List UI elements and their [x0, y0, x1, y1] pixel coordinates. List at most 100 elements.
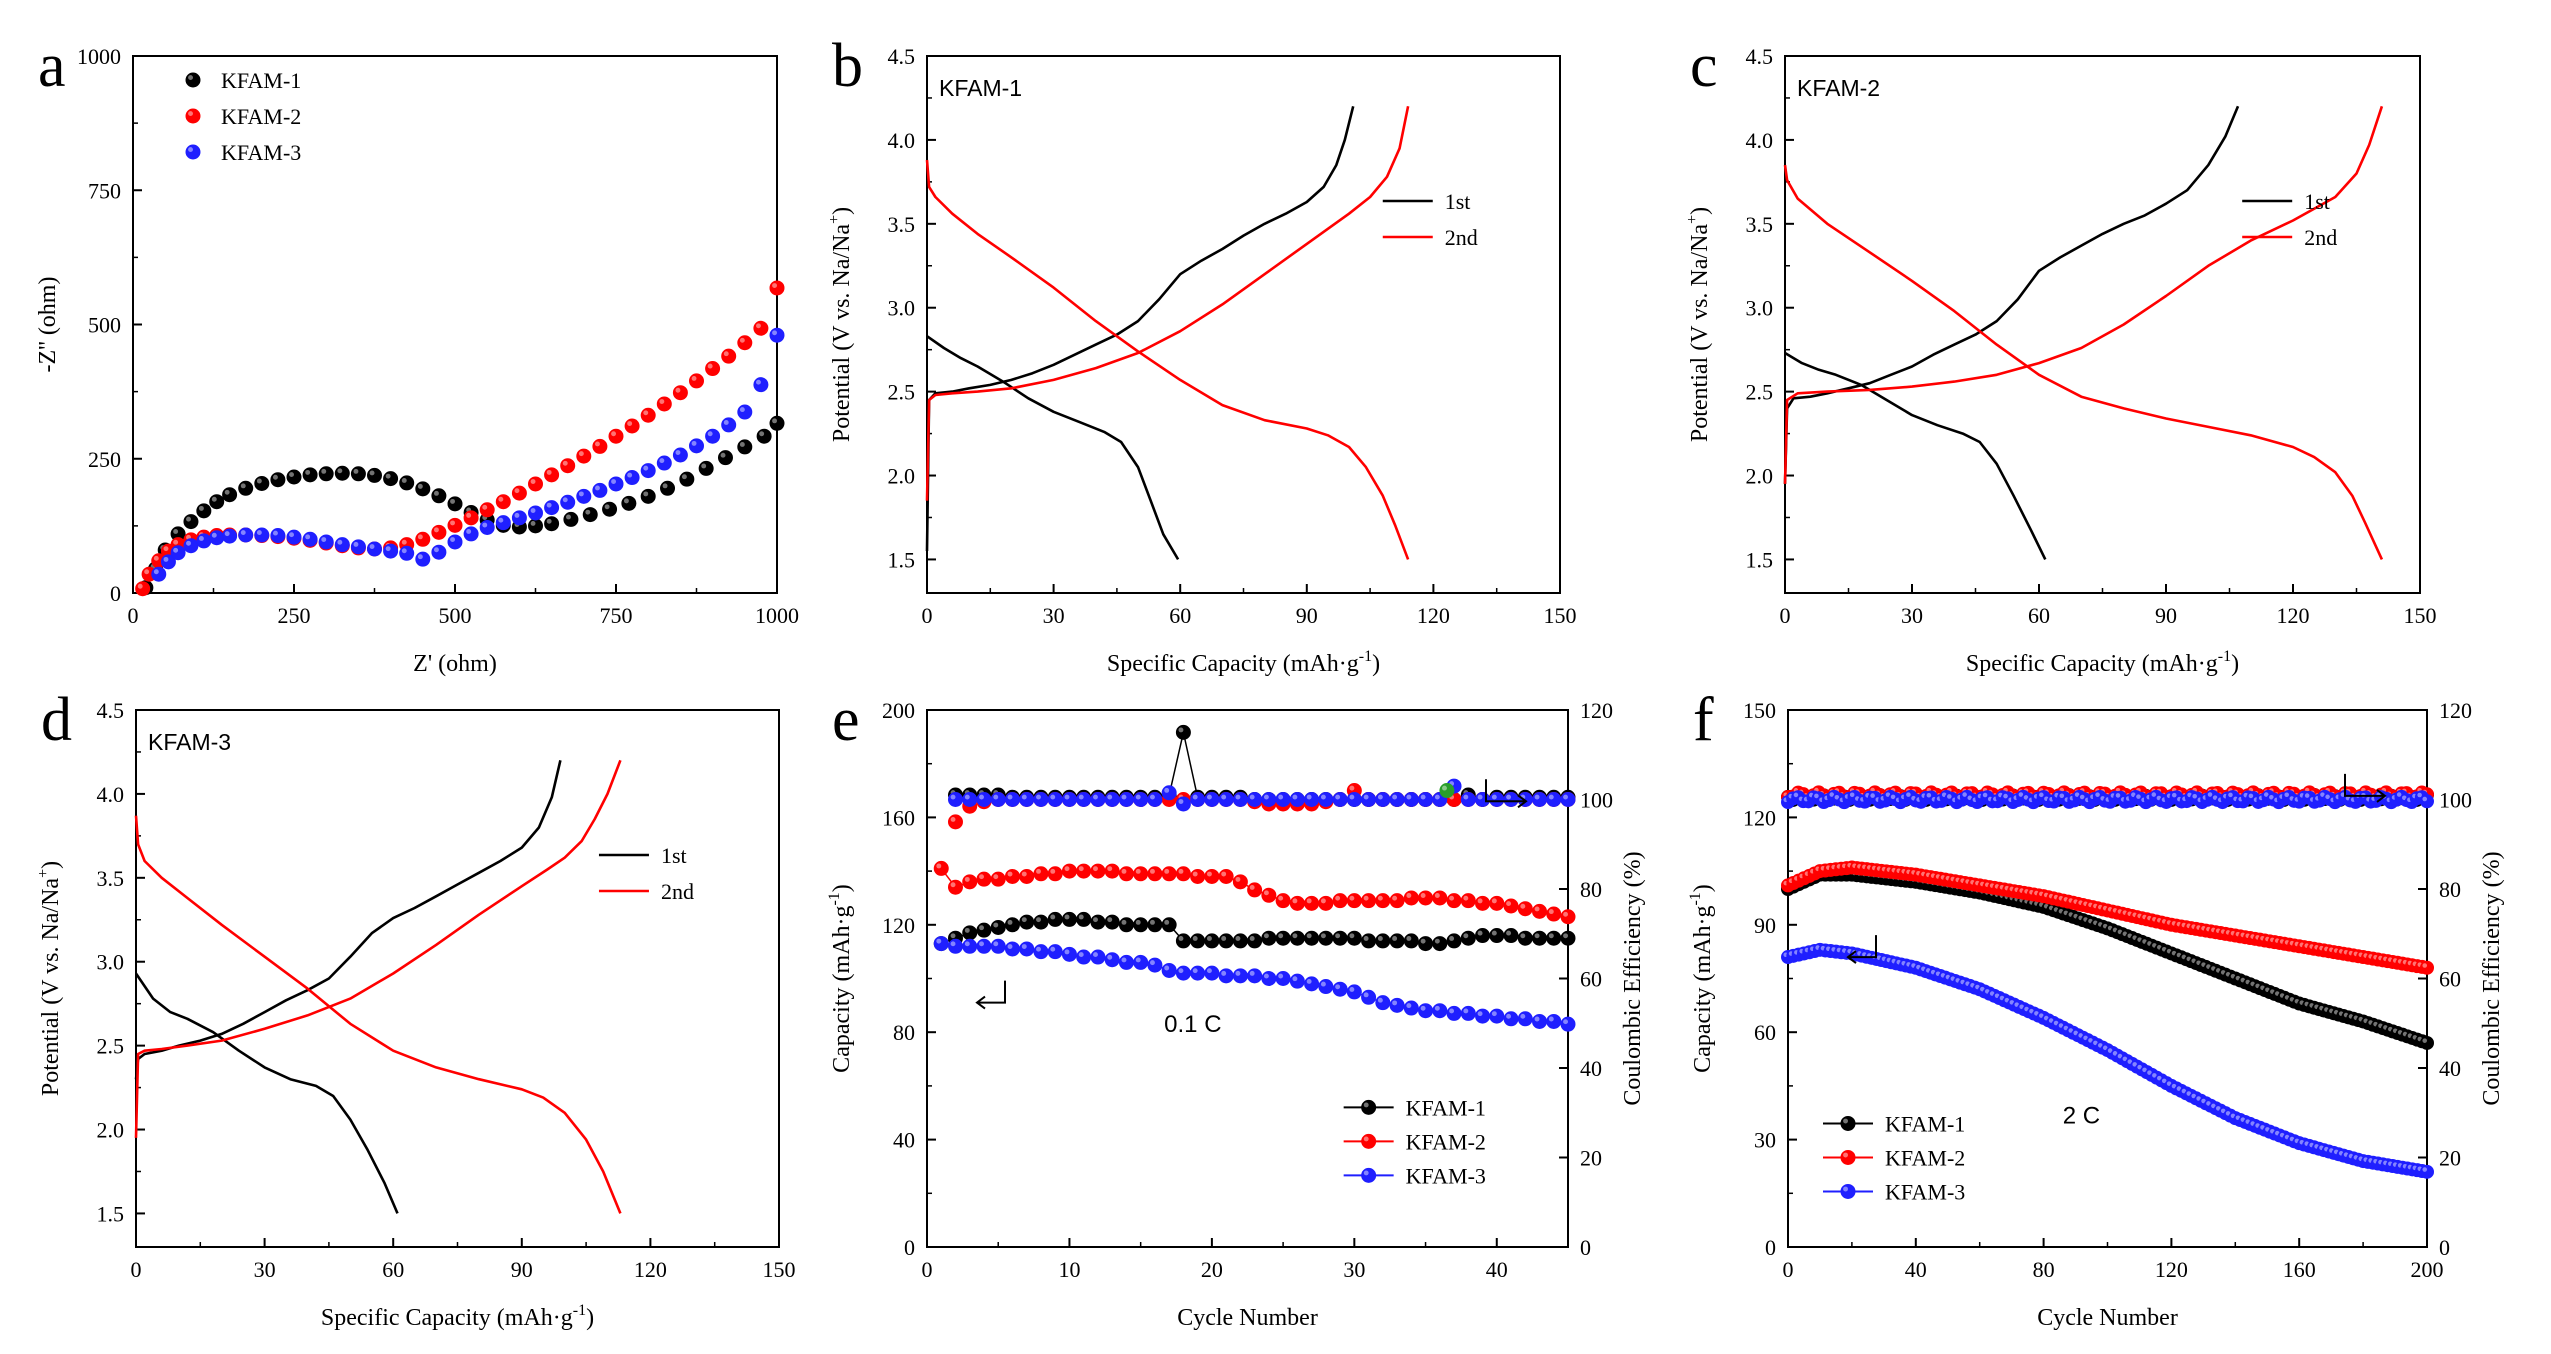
data-point-KFAM-3: [238, 527, 254, 543]
data-point-KFAM-2-CE: [947, 814, 963, 830]
data-point-KFAM-3-highlight: [1363, 992, 1369, 998]
data-point-KFAM-1-highlight: [1292, 933, 1298, 939]
data-point-KFAM-3: [592, 482, 608, 498]
data-point-KFAM-3-CE-highlight: [1814, 793, 1819, 799]
data-point-KFAM-2: [672, 385, 688, 401]
data-point-KFAM-1-highlight: [1349, 933, 1355, 939]
x-tick-label-b: 150: [1544, 603, 1577, 628]
x-tick-label-a: 0: [128, 603, 139, 628]
data-point-KFAM-3: [1133, 954, 1149, 970]
data-point-KFAM-2-highlight: [1206, 871, 1212, 877]
data-point-KFAM-1-highlight: [1548, 933, 1554, 939]
data-point-KFAM-3: [286, 529, 302, 545]
data-point-KFAM-1-highlight: [739, 442, 745, 447]
data-point-KFAM-2-highlight: [1064, 866, 1070, 872]
data-point-KFAM-2-CE-highlight: [1349, 785, 1355, 791]
data-point-KFAM-2-highlight: [1050, 868, 1056, 874]
data-point-KFAM-3-highlight: [514, 512, 520, 518]
data-point-KFAM-1-highlight: [450, 498, 455, 504]
data-point-KFAM-3-highlight: [1249, 970, 1255, 976]
series-line-1st-discharge: [926, 335, 1180, 561]
data-point-KFAM-3: [270, 528, 286, 544]
x-axis-label-sup: -1: [1359, 648, 1372, 665]
data-point-KFAM-3: [947, 938, 963, 954]
x-axis-label-text: Specific Capacity (mAh·g: [321, 1305, 573, 1331]
data-point-KFAM-3: [1204, 965, 1220, 981]
data-point-KFAM-1: [415, 481, 431, 497]
x-tick-label-b: 90: [1296, 603, 1318, 628]
data-point-KFAM-3-highlight: [482, 522, 488, 528]
data-point-KFAM-3-CE-highlight: [1278, 794, 1284, 800]
data-point-KFAM-3: [1517, 1011, 1533, 1027]
legend-marker-KFAM-2-highlight: [1363, 1136, 1369, 1142]
data-point-KFAM-2-highlight: [611, 431, 616, 437]
y-tick-label-a: 1000: [77, 44, 121, 69]
data-point-KFAM-3-CE: [976, 792, 992, 807]
x-axis-label-end: ): [1372, 651, 1380, 677]
x-tick-label-b: 30: [1043, 603, 1065, 628]
data-point-KFAM-3-highlight: [2093, 1040, 2098, 1046]
data-point-KFAM-1-highlight: [1050, 914, 1056, 920]
data-point-KFAM-3-highlight: [1064, 949, 1070, 955]
x-axis-label-e: Cycle Number: [1177, 1305, 1318, 1331]
data-point-KFAM-1-highlight: [1064, 914, 1070, 920]
data-point-KFAM-3-CE-highlight: [2171, 792, 2177, 798]
legend-label-2nd: 2nd: [1445, 225, 1478, 250]
left-axis-arrow-icon: [1846, 935, 1877, 964]
data-point-KFAM-3-highlight: [256, 530, 262, 536]
y-tick-label-e: 40: [893, 1128, 915, 1153]
data-point-KFAM-1-highlight: [224, 489, 230, 495]
data-point-KFAM-1-highlight: [643, 491, 649, 497]
data-point-KFAM-2-highlight: [1335, 895, 1341, 901]
data-point-KFAM-3-highlight: [1406, 1003, 1412, 1009]
y-axis-label-end: ): [1687, 207, 1713, 215]
legend-label-KFAM-1: KFAM-1: [1885, 1111, 1965, 1136]
data-point-KFAM-3-highlight: [936, 938, 942, 944]
data-point-KFAM-1-highlight: [305, 469, 311, 475]
data-point-KFAM-3-highlight: [1506, 1013, 1512, 1019]
data-point-KFAM-2-highlight: [1506, 901, 1512, 907]
data-point-KFAM-1: [962, 925, 978, 941]
data-point-KFAM-3-highlight: [1563, 1019, 1569, 1025]
data-point-KFAM-1: [367, 467, 382, 483]
data-point-KFAM-2-highlight: [979, 874, 984, 880]
legend-marker-KFAM-3-highlight: [1843, 1186, 1849, 1192]
data-point-KFAM-1: [1546, 930, 1562, 946]
panel-f: 0 40 80 120 160 20003060901201500204060801001…: [1687, 686, 2505, 1331]
data-point-KFAM-3: [721, 417, 737, 433]
data-point-KFAM-3-highlight: [1235, 970, 1241, 976]
data-point-KFAM-2: [1261, 887, 1277, 903]
data-point-KFAM-3: [1118, 954, 1134, 970]
data-point-KFAM-3-highlight: [2117, 1053, 2123, 1059]
data-point-KFAM-2-highlight: [163, 546, 169, 552]
data-point-KFAM-2-highlight: [1221, 871, 1227, 877]
data-point-KFAM-2-highlight: [1178, 868, 1184, 874]
data-point-KFAM-1: [1061, 911, 1077, 927]
data-point-KFAM-3-CE-highlight: [1192, 794, 1198, 800]
data-point-KFAM-3-highlight: [2137, 1064, 2142, 1070]
data-point-KFAM-3-highlight: [1206, 968, 1212, 974]
data-point-KFAM-1: [222, 487, 238, 503]
data-point-KFAM-3-highlight: [1007, 944, 1013, 949]
data-point-KFAM-3: [640, 463, 656, 479]
data-point-KFAM-3-highlight: [1463, 1008, 1469, 1014]
data-point-KFAM-2: [1304, 895, 1320, 911]
data-point-KFAM-1-highlight: [1520, 933, 1526, 939]
y2-axis-label-e: Coulombic Efficiency (%): [1620, 851, 1646, 1105]
data-point-KFAM-3-CE-highlight: [993, 794, 999, 800]
data-point-KFAM-3: [1546, 1013, 1562, 1029]
data-point-KFAM-3-highlight: [2201, 1098, 2206, 1104]
data-point-KFAM-3-CE-highlight: [1870, 793, 1875, 798]
y-tick-label-f: 30: [1754, 1128, 1776, 1153]
y2-tick-label-e: 20: [1580, 1146, 1602, 1171]
left-axis-arrow-icon: [975, 980, 1006, 1010]
data-point-KFAM-3: [1418, 1003, 1434, 1019]
data-point-KFAM-3-highlight: [337, 539, 343, 545]
data-point-KFAM-1-highlight: [1164, 919, 1170, 925]
data-point-KFAM-1: [1346, 930, 1362, 946]
data-point-KFAM-3-highlight: [2088, 1038, 2093, 1043]
data-point-KFAM-1-highlight: [1477, 930, 1483, 936]
data-point-KFAM-1-highlight: [1335, 933, 1341, 939]
data-point-KFAM-3: [976, 938, 992, 954]
y-axis-label-sup: +: [1684, 215, 1701, 224]
